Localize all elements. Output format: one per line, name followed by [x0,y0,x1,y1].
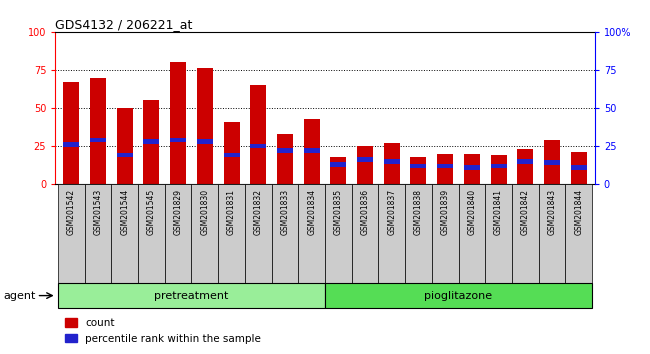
Text: GSM201543: GSM201543 [94,189,103,235]
Bar [464,154,480,184]
Bar [325,283,592,308]
Bar [117,153,133,158]
Text: GSM201837: GSM201837 [387,189,396,235]
Text: GSM201839: GSM201839 [441,189,450,235]
Text: GSM201829: GSM201829 [174,189,183,235]
Text: GSM201830: GSM201830 [200,189,209,235]
Text: GSM201832: GSM201832 [254,189,263,235]
Bar [384,143,400,184]
Bar [272,184,298,283]
Bar [410,157,426,184]
Text: GSM201544: GSM201544 [120,189,129,235]
Bar [486,184,512,283]
Bar [410,164,426,168]
Bar [58,184,84,283]
Text: GSM201542: GSM201542 [67,189,76,235]
Text: GSM201841: GSM201841 [494,189,503,235]
Bar [517,149,533,184]
Legend: count, percentile rank within the sample: count, percentile rank within the sample [60,314,265,348]
Bar [164,184,192,283]
Bar [304,148,320,153]
Bar [63,142,79,147]
Bar [325,184,352,283]
Text: GDS4132 / 206221_at: GDS4132 / 206221_at [55,18,192,31]
Text: pioglitazone: pioglitazone [424,291,493,301]
Bar [117,108,133,184]
Bar [197,139,213,144]
Bar [90,138,106,142]
Bar [517,159,533,164]
Text: GSM201844: GSM201844 [574,189,583,235]
Bar [432,184,458,283]
Bar [245,184,272,283]
Text: GSM201834: GSM201834 [307,189,316,235]
Bar [90,78,106,184]
Bar [330,162,346,167]
Bar [170,138,186,142]
Text: GSM201842: GSM201842 [521,189,530,235]
Bar [544,160,560,165]
Text: pretreatment: pretreatment [154,291,229,301]
Bar [218,184,245,283]
Bar [539,184,566,283]
Bar [571,152,587,184]
Bar [378,184,405,283]
Bar [491,164,506,168]
Bar [277,148,293,153]
Bar [544,140,560,184]
Text: GSM201838: GSM201838 [414,189,423,235]
Bar [224,122,240,184]
Bar [330,157,346,184]
Text: GSM201836: GSM201836 [361,189,370,235]
Bar [197,68,213,184]
Bar [458,184,486,283]
Text: GSM201840: GSM201840 [467,189,476,235]
Bar [224,153,240,158]
Bar [138,184,164,283]
Bar [437,154,453,184]
Bar [571,165,587,170]
Bar [63,82,79,184]
Bar [357,158,373,162]
Bar [357,146,373,184]
Bar [298,184,325,283]
Bar [144,139,159,144]
Bar [512,184,539,283]
Bar [437,164,453,168]
Text: GSM201545: GSM201545 [147,189,156,235]
Bar [277,134,293,184]
Bar [144,101,159,184]
Bar [352,184,378,283]
Bar [250,85,266,184]
Text: agent: agent [3,291,36,301]
Text: GSM201831: GSM201831 [227,189,236,235]
Text: GSM201833: GSM201833 [280,189,289,235]
Bar [491,155,506,184]
Text: GSM201835: GSM201835 [334,189,343,235]
Bar [84,184,111,283]
Bar [170,62,186,184]
Bar [304,119,320,184]
Bar [58,283,325,308]
Bar [192,184,218,283]
Bar [384,159,400,164]
Bar [250,144,266,148]
Bar [566,184,592,283]
Bar [464,165,480,170]
Bar [405,184,432,283]
Bar [111,184,138,283]
Text: GSM201843: GSM201843 [547,189,556,235]
